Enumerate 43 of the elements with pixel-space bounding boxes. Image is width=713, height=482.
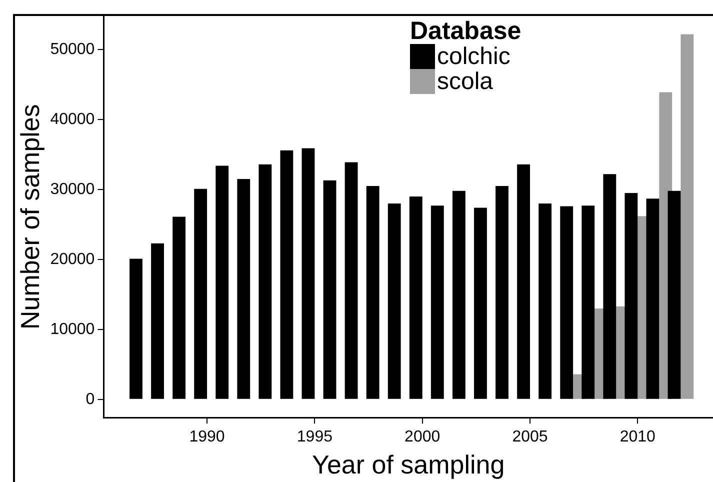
- x-axis-title: Year of sampling: [312, 450, 505, 480]
- bar: [582, 206, 595, 399]
- legend-label: scola: [437, 68, 494, 95]
- bar: [517, 164, 530, 399]
- bar: [323, 180, 336, 399]
- bar: [172, 216, 186, 399]
- bar: [560, 206, 574, 399]
- y-axis-title: Number of samples: [14, 104, 45, 330]
- x-tick-label: 2000: [404, 428, 440, 446]
- y-tick-label: 20000: [50, 250, 95, 268]
- bar: [409, 196, 422, 399]
- bar: [452, 190, 466, 399]
- y-tick-label: 0: [86, 390, 95, 408]
- bar: [237, 179, 250, 399]
- bar: [668, 190, 681, 399]
- bar: [474, 208, 487, 399]
- bar: [130, 258, 142, 399]
- y-tick-label: 30000: [50, 180, 95, 198]
- legend-label: colchic: [437, 43, 510, 70]
- x-tick-label: 2010: [620, 428, 656, 446]
- bar: [280, 150, 294, 399]
- y-tick-label: 10000: [50, 320, 95, 338]
- bar: [366, 186, 380, 399]
- bar: [430, 206, 444, 399]
- x-tick-label: 2005: [512, 428, 548, 446]
- bar: [603, 174, 616, 399]
- x-tick-label: 1990: [189, 428, 225, 446]
- legend-title: Database: [410, 17, 522, 45]
- bar: [216, 166, 229, 399]
- bar: [646, 198, 660, 399]
- x-tick-label: 1995: [296, 428, 333, 446]
- bar: [496, 186, 508, 399]
- bar: [538, 204, 552, 399]
- y-tick-label: 50000: [50, 40, 95, 58]
- bar: [151, 243, 164, 399]
- bar: [258, 164, 272, 399]
- bar: [344, 162, 358, 399]
- bar: [388, 204, 401, 399]
- y-tick-label: 40000: [50, 110, 95, 128]
- bar: [302, 148, 315, 399]
- bar: [624, 193, 638, 399]
- bar: [194, 188, 208, 399]
- bar: [680, 34, 694, 399]
